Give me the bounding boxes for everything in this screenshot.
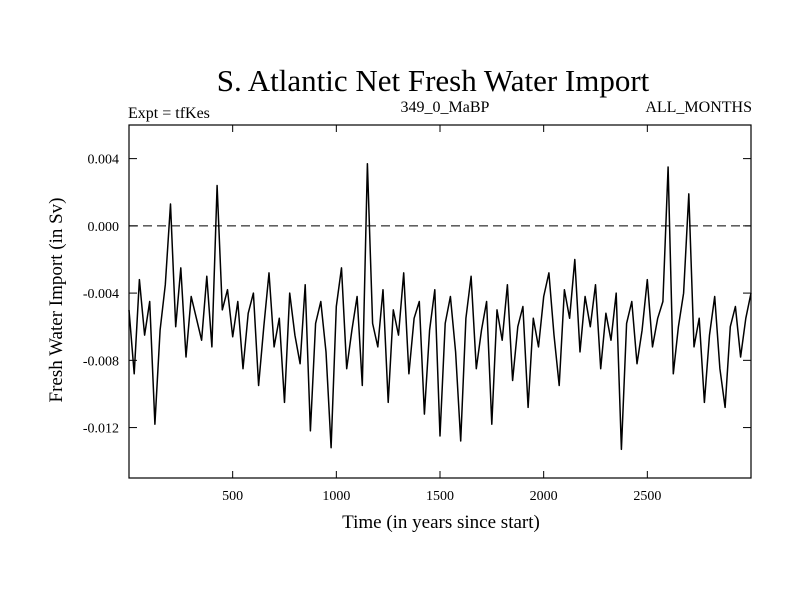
y-tick-label: -0.008 xyxy=(83,354,119,369)
plot-frame xyxy=(128,124,752,479)
x-axis-label: Time (in years since start) xyxy=(342,512,540,533)
y-tick-label: -0.012 xyxy=(83,422,119,437)
plot-area: 500 1000 1500 2000 2500 0.004 0.000 -0.004 -0.00… xyxy=(83,125,752,504)
y-tick-label: 0.004 xyxy=(88,153,120,168)
x-tick-label: 1000 xyxy=(322,489,350,504)
months-label: ALL_MONTHS xyxy=(645,99,752,116)
x-tick-label: 1500 xyxy=(426,489,454,504)
chart-title: S. Atlantic Net Fresh Water Import xyxy=(217,63,650,98)
x-tick-label: 500 xyxy=(222,489,243,504)
data-series-line xyxy=(128,162,752,451)
x-tick-label: 2000 xyxy=(530,489,558,504)
y-tick-label: -0.004 xyxy=(83,287,119,302)
experiment-label: Expt = tfKes xyxy=(128,105,210,122)
period-label: 349_0_MaBP xyxy=(401,99,490,116)
y-axis-label: Fresh Water Import (in Sv) xyxy=(46,198,67,403)
x-tick-label: 2500 xyxy=(633,489,661,504)
y-tick-label: 0.000 xyxy=(88,220,120,235)
